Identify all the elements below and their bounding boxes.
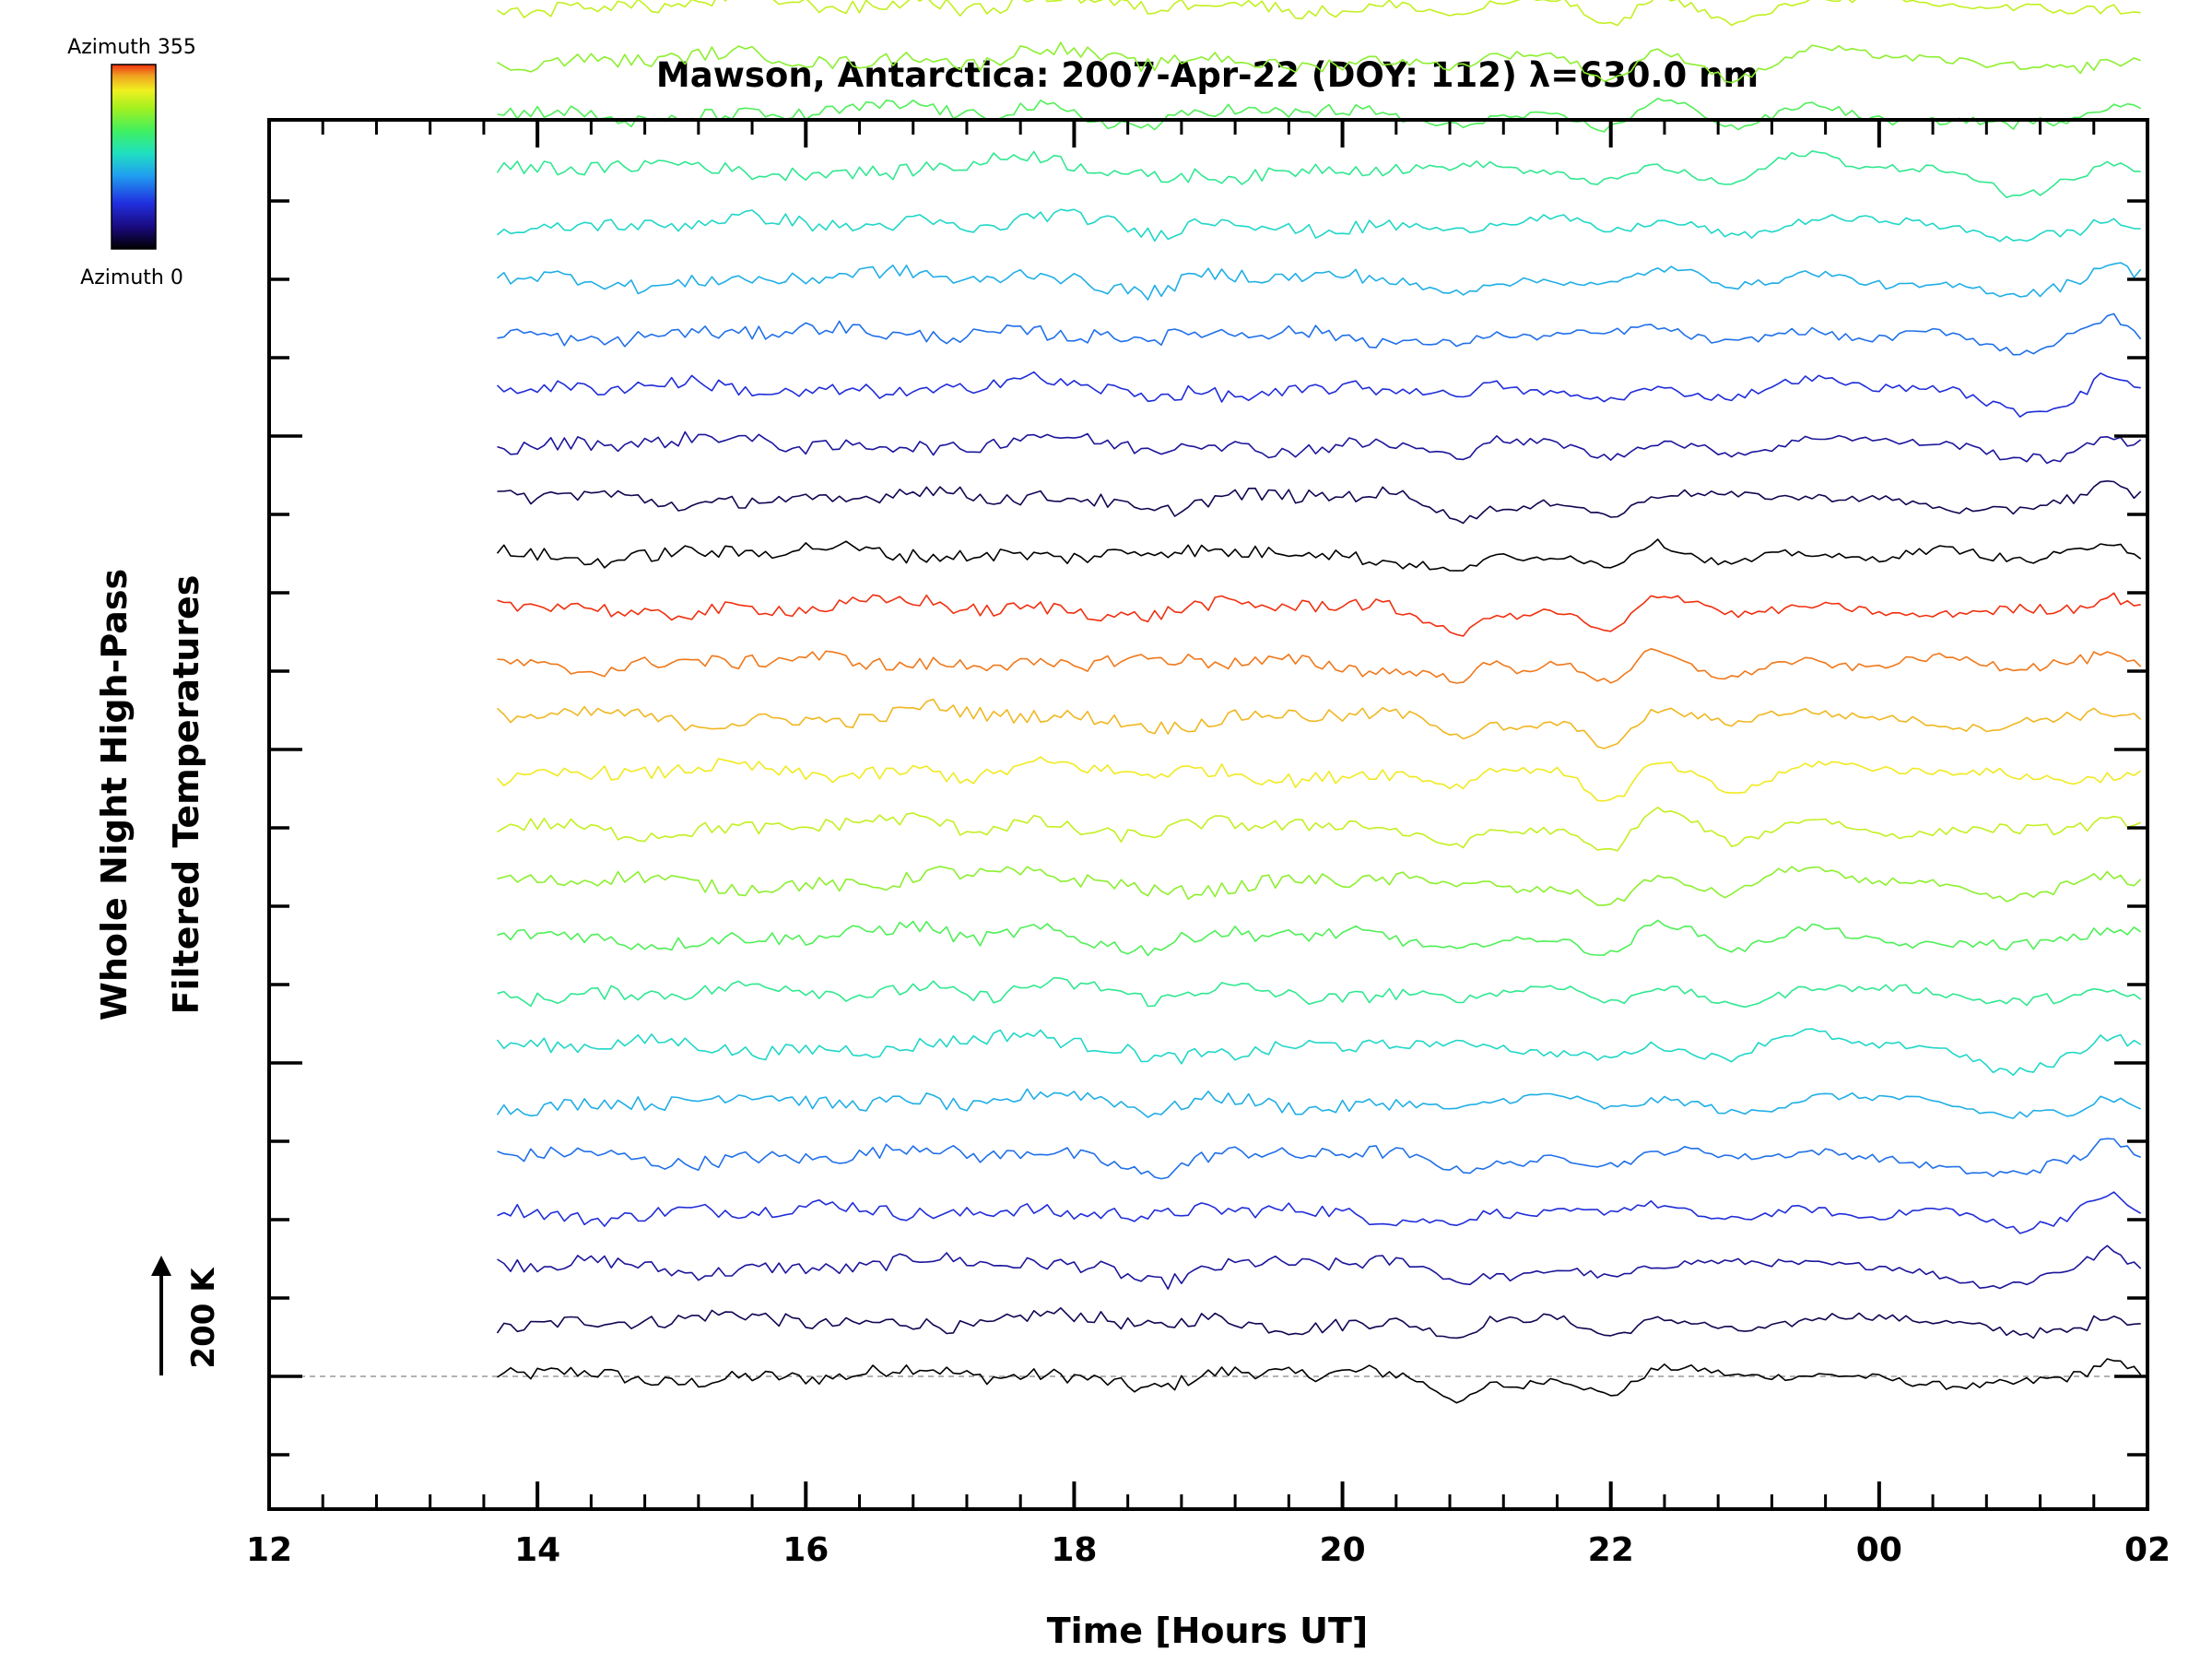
y-axis-label-line1: Whole Night High-Pass [94, 569, 135, 1021]
series-line-13 [496, 698, 2142, 749]
series-line-10 [497, 865, 2142, 906]
x-tick-label: 16 [782, 1531, 829, 1569]
colorbar-top-label: Azimuth 355 [67, 36, 196, 59]
series-line-3 [497, 1245, 2142, 1290]
x-tick-label: 12 [246, 1531, 292, 1569]
colorbar [111, 64, 157, 250]
x-tick-label: 14 [514, 1531, 560, 1569]
series-line-2 [496, 1307, 2141, 1339]
x-tick-label: 20 [1320, 1531, 1366, 1569]
series-line-19 [496, 371, 2141, 419]
series-line-16 [496, 538, 2142, 572]
x-tick-label: 02 [2124, 1531, 2171, 1569]
axes-layer: 12 14 16 18 20 22 00 02 [246, 118, 2171, 1569]
series-line-6 [496, 1088, 2142, 1119]
series-line-17 [497, 479, 2142, 525]
series-layer [496, 0, 2142, 1404]
series-line-23 [496, 150, 2141, 198]
x-axis-label: Time [Hours UT] [1047, 1611, 1369, 1651]
series-line-4 [497, 1191, 2142, 1234]
y-axis-label-line2: Filtered Temperatures [166, 575, 206, 1015]
series-line-8 [497, 976, 2142, 1009]
series-line-25 [497, 41, 2141, 84]
scale-bar-label: 200 K [185, 1267, 222, 1369]
series-line-20 [497, 313, 2142, 356]
colorbar-bottom-label: Azimuth 0 [80, 266, 183, 289]
series-line-9 [497, 919, 2142, 957]
plot-frame [267, 118, 2149, 1511]
series-line-14 [497, 647, 2142, 684]
scale-bar: 200 K [151, 1256, 222, 1375]
x-tick-label: 22 [1588, 1531, 1634, 1569]
series-line-18 [497, 431, 2142, 465]
x-tick-label: 18 [1051, 1531, 1097, 1569]
series-line-1 [497, 1358, 2142, 1404]
series-line-11 [497, 806, 2142, 852]
series-line-15 [497, 592, 2141, 637]
series-line-26 [497, 0, 2141, 27]
series-line-24 [497, 98, 2142, 133]
series-line-12 [496, 756, 2142, 802]
series-line-7 [496, 1028, 2142, 1077]
series-line-22 [496, 208, 2141, 242]
x-tick-label: 00 [1856, 1531, 1902, 1569]
scale-bar-arrow-icon [151, 1256, 171, 1276]
series-line-21 [496, 262, 2142, 301]
series-line-5 [497, 1138, 2141, 1180]
